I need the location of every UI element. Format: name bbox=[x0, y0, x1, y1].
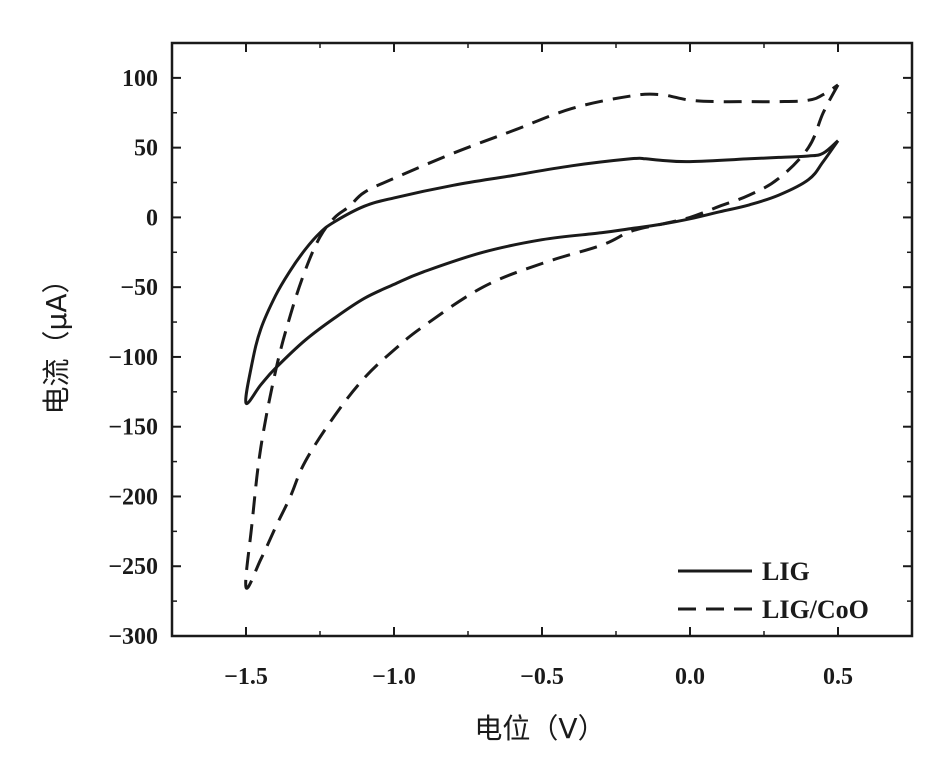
x-tick-label: −0.5 bbox=[520, 664, 564, 690]
y-tick-label: −200 bbox=[108, 484, 158, 510]
y-tick-label: −250 bbox=[108, 554, 158, 580]
x-tick-label: 0.5 bbox=[823, 664, 853, 690]
y-tick-label: −300 bbox=[108, 624, 158, 650]
series-line-lig bbox=[246, 141, 838, 404]
y-tick-label: −50 bbox=[120, 275, 158, 301]
x-tick-label: 0.0 bbox=[675, 664, 705, 690]
legend: LIG LIG/CoO bbox=[678, 557, 869, 624]
x-axis-title: 电位（V） bbox=[474, 712, 605, 745]
y-tick-label: 0 bbox=[146, 205, 158, 231]
y-tick-label: 50 bbox=[134, 136, 158, 162]
y-tick-label: −100 bbox=[108, 345, 158, 371]
legend-label-lig: LIG bbox=[762, 557, 810, 586]
legend-label-lig-coo: LIG/CoO bbox=[762, 595, 869, 624]
y-tick-label: −150 bbox=[108, 415, 158, 441]
x-tick-label: −1.0 bbox=[372, 664, 416, 690]
x-tick-label: −1.5 bbox=[224, 664, 268, 690]
y-axis-title: 电流（μA） bbox=[40, 266, 73, 415]
series-group bbox=[246, 85, 838, 588]
series-line-lig-coo bbox=[246, 85, 838, 588]
y-tick-label: 100 bbox=[122, 66, 158, 92]
